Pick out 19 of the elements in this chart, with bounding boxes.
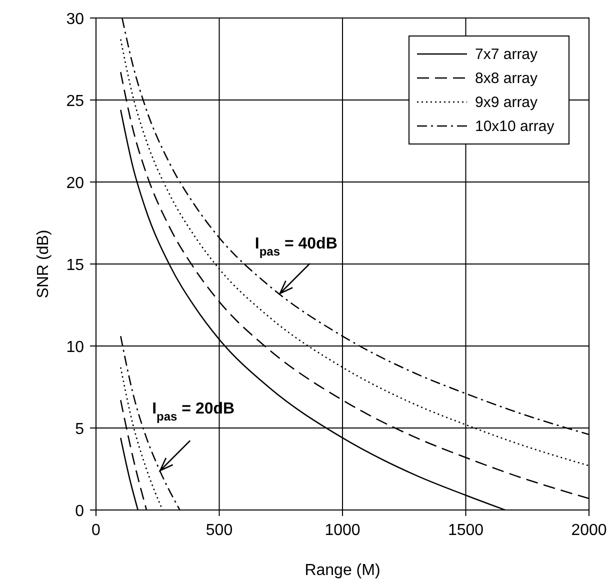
y-tick-label: 10 [66,339,84,356]
x-tick-label: 2000 [571,522,607,539]
x-tick-label: 500 [206,522,233,539]
x-tick-label: 1000 [324,522,360,539]
legend-label: 10x10 array [475,118,555,135]
y-tick-label: 20 [66,175,84,192]
x-tick-label: 0 [92,522,101,539]
y-axis-title: SNR (dB) [35,230,52,298]
y-tick-label: 25 [66,93,84,110]
legend-label: 9x9 array [475,94,538,111]
legend-label: 7x7 array [475,46,538,63]
y-tick-label: 15 [66,257,84,274]
annotation: I$_{pas}$ = 40dB [254,236,338,259]
y-tick-label: 0 [75,503,84,520]
y-tick-label: 30 [66,11,84,28]
y-tick-label: 5 [75,421,84,438]
x-axis-title: Range (M) [304,562,380,579]
legend-label: 8x8 array [475,70,538,87]
x-tick-label: 1500 [448,522,484,539]
